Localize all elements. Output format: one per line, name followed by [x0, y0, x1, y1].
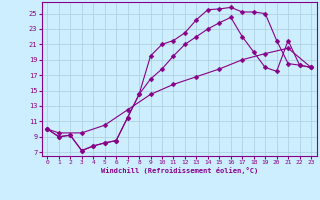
X-axis label: Windchill (Refroidissement éolien,°C): Windchill (Refroidissement éolien,°C) — [100, 167, 258, 174]
